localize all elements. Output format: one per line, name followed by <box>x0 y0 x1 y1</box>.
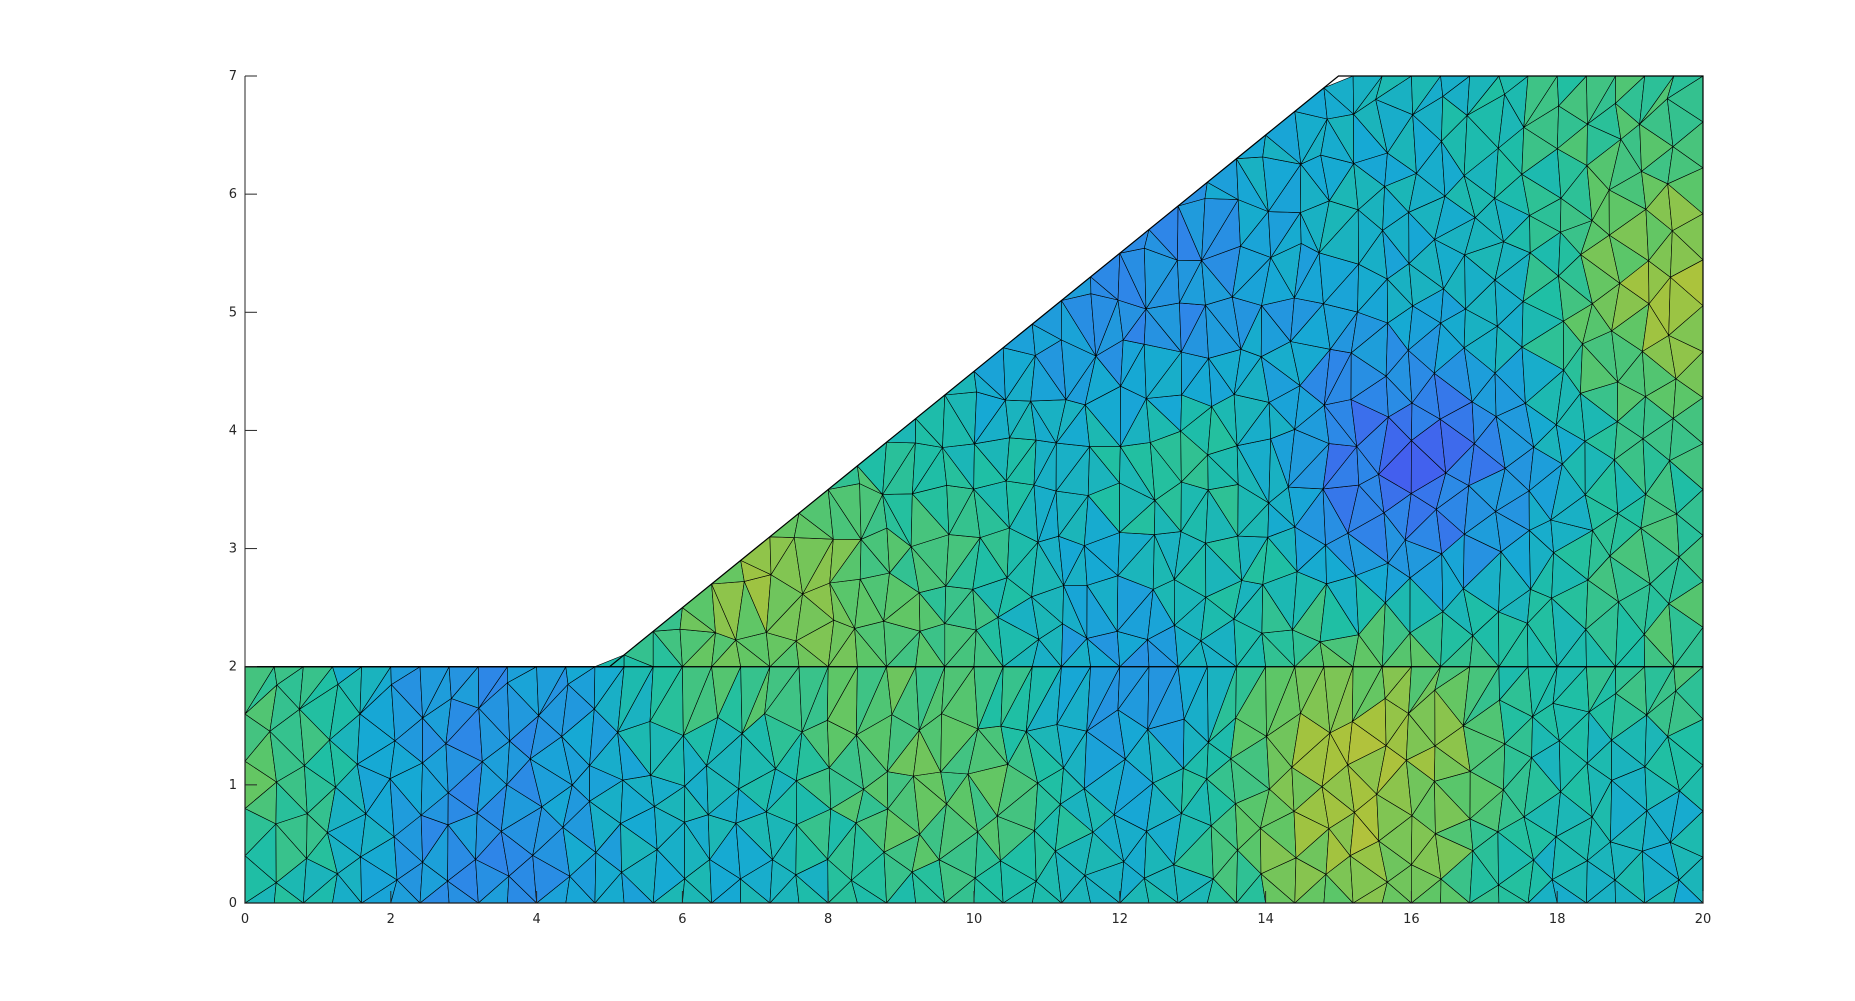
x-tick-label: 16 <box>1403 912 1420 927</box>
x-tick-label: 12 <box>1112 912 1129 927</box>
x-tick-label: 10 <box>966 912 983 927</box>
x-tick-label: 14 <box>1257 912 1274 927</box>
x-tick-label: 0 <box>241 912 249 927</box>
y-tick-label: 4 <box>229 423 237 438</box>
x-tick-label: 8 <box>824 912 832 927</box>
x-tick-label: 4 <box>532 912 540 927</box>
x-tick-label: 2 <box>387 912 395 927</box>
y-tick-label: 0 <box>229 896 237 911</box>
x-tick-label: 20 <box>1695 912 1712 927</box>
y-tick-label: 1 <box>229 778 237 793</box>
y-tick-label: 7 <box>229 69 237 84</box>
x-tick-label: 6 <box>678 912 686 927</box>
y-tick-label: 5 <box>229 305 237 320</box>
y-tick-label: 6 <box>229 187 237 202</box>
y-tick-label: 2 <box>229 660 237 675</box>
y-tick-label: 3 <box>229 542 237 557</box>
x-tick-label: 18 <box>1549 912 1566 927</box>
mesh-triangles <box>244 75 1704 904</box>
mesh-triangle <box>594 654 625 668</box>
x-axis-ticks: 0 2 4 6 8 10 12 14 16 18 20 <box>241 891 1711 927</box>
y-axis-ticks: 0 1 2 3 4 5 6 7 <box>229 69 257 911</box>
